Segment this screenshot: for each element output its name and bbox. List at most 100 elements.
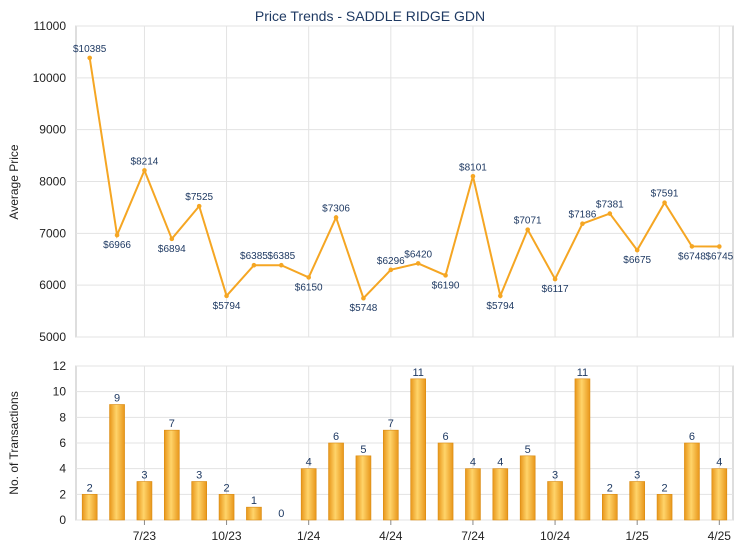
transactions-y-tick-label: 10 bbox=[53, 385, 67, 399]
transaction-count-label: 2 bbox=[224, 482, 230, 494]
price-point bbox=[196, 203, 202, 209]
price-point bbox=[525, 227, 530, 232]
price-point bbox=[662, 200, 667, 205]
price-point bbox=[306, 275, 311, 280]
transaction-bar bbox=[547, 481, 563, 521]
price-point bbox=[607, 211, 613, 216]
price-point bbox=[114, 232, 120, 238]
price-data-label: $8101 bbox=[459, 162, 487, 173]
transaction-bar bbox=[191, 481, 207, 521]
transaction-count-label: 11 bbox=[577, 367, 588, 379]
transactions-y-tick-label: 4 bbox=[59, 462, 66, 476]
price-data-label: $6385 bbox=[267, 251, 295, 262]
transaction-bar bbox=[711, 468, 728, 521]
transaction-bar bbox=[383, 429, 399, 521]
transactions-y-tick-label: 8 bbox=[59, 410, 66, 424]
transaction-count-label: 4 bbox=[306, 457, 312, 469]
price-data-label: $6296 bbox=[377, 256, 405, 267]
price-point bbox=[169, 236, 175, 242]
price-data-label: $7071 bbox=[514, 216, 542, 227]
price-point bbox=[689, 244, 695, 249]
transaction-count-label: 5 bbox=[360, 444, 366, 456]
price-data-label: $5794 bbox=[486, 301, 514, 312]
transaction-count-label: 1 bbox=[251, 495, 257, 507]
price-point bbox=[279, 262, 284, 268]
price-point bbox=[142, 168, 147, 173]
price-y-tick-label: 5000 bbox=[39, 330, 66, 344]
transaction-bar bbox=[218, 494, 235, 521]
price-y-axis-label: Average Price bbox=[7, 144, 21, 219]
transaction-count-label: 3 bbox=[196, 470, 202, 482]
transaction-bar bbox=[629, 481, 645, 521]
transaction-bar bbox=[109, 404, 125, 521]
transaction-bar bbox=[81, 494, 98, 521]
transaction-bar bbox=[164, 429, 180, 521]
transaction-bar bbox=[136, 481, 153, 521]
transaction-bar bbox=[355, 455, 372, 521]
x-tick-label: 10/23 bbox=[212, 529, 242, 543]
transaction-count-label: 2 bbox=[87, 482, 93, 494]
price-point bbox=[224, 293, 229, 299]
price-point bbox=[251, 262, 257, 268]
price-data-label: $6117 bbox=[542, 284, 570, 295]
transaction-bar bbox=[684, 442, 700, 521]
transaction-bar bbox=[574, 378, 591, 521]
transactions-y-tick-label: 0 bbox=[59, 513, 66, 527]
x-tick-label: 4/24 bbox=[379, 529, 403, 543]
transaction-bar bbox=[602, 494, 618, 521]
price-y-tick-label: 10000 bbox=[33, 71, 67, 85]
transaction-count-label: 11 bbox=[412, 367, 423, 379]
price-y-tick-label: 7000 bbox=[39, 226, 66, 240]
transaction-count-label: 3 bbox=[634, 470, 640, 482]
x-tick-label: 10/24 bbox=[540, 529, 570, 543]
price-y-tick-label: 8000 bbox=[39, 175, 66, 189]
transaction-count-label: 7 bbox=[169, 418, 175, 430]
price-data-label: $6190 bbox=[432, 280, 460, 291]
transaction-count-label: 3 bbox=[141, 470, 147, 482]
transaction-bar bbox=[410, 378, 426, 521]
price-data-label: $6748 bbox=[678, 251, 706, 262]
transaction-count-label: 2 bbox=[607, 482, 613, 494]
transaction-count-label: 3 bbox=[552, 470, 558, 482]
price-point bbox=[552, 276, 558, 282]
price-data-label: $6894 bbox=[158, 244, 186, 255]
transaction-bar bbox=[328, 442, 344, 521]
price-y-tick-label: 6000 bbox=[39, 278, 66, 292]
price-point bbox=[333, 215, 339, 220]
price-point bbox=[717, 244, 722, 249]
price-point bbox=[634, 247, 640, 253]
transaction-bar bbox=[437, 442, 454, 521]
price-data-label: $6745 bbox=[705, 252, 733, 263]
transaction-bar bbox=[246, 506, 262, 521]
price-panel: 5000 6000 7000 8000 9000 10000 11000 $10385 $696… bbox=[33, 19, 734, 344]
price-point bbox=[361, 295, 366, 301]
price-point bbox=[498, 293, 503, 299]
transactions-y-tick-label: 2 bbox=[59, 487, 66, 501]
price-data-label: $6966 bbox=[103, 240, 131, 251]
price-data-label: $6150 bbox=[295, 282, 323, 293]
price-series-line bbox=[88, 57, 720, 301]
x-tick-label: 1/24 bbox=[297, 529, 321, 543]
transaction-count-label: 9 bbox=[114, 393, 120, 405]
price-data-label: $7381 bbox=[596, 200, 624, 211]
transaction-count-label: 4 bbox=[497, 457, 503, 469]
price-data-label: $5748 bbox=[350, 303, 378, 314]
transaction-count-label: 4 bbox=[716, 457, 722, 469]
transaction-count-label: 6 bbox=[443, 431, 449, 443]
transaction-count-label: 7 bbox=[388, 418, 394, 430]
transaction-count-label: 5 bbox=[525, 444, 531, 456]
transaction-count-label: 0 bbox=[278, 508, 284, 520]
price-data-label: $10385 bbox=[73, 44, 107, 55]
transactions-y-tick-label: 12 bbox=[53, 359, 67, 373]
transaction-count-label: 6 bbox=[689, 431, 695, 443]
price-point bbox=[580, 221, 585, 226]
x-tick-label: 7/24 bbox=[461, 529, 485, 543]
price-point bbox=[388, 267, 394, 273]
price-data-label: $7591 bbox=[651, 189, 679, 200]
price-point bbox=[415, 261, 421, 266]
transaction-bar bbox=[300, 468, 317, 521]
price-data-label: $7186 bbox=[569, 210, 597, 221]
x-tick-label: 7/23 bbox=[133, 529, 157, 543]
